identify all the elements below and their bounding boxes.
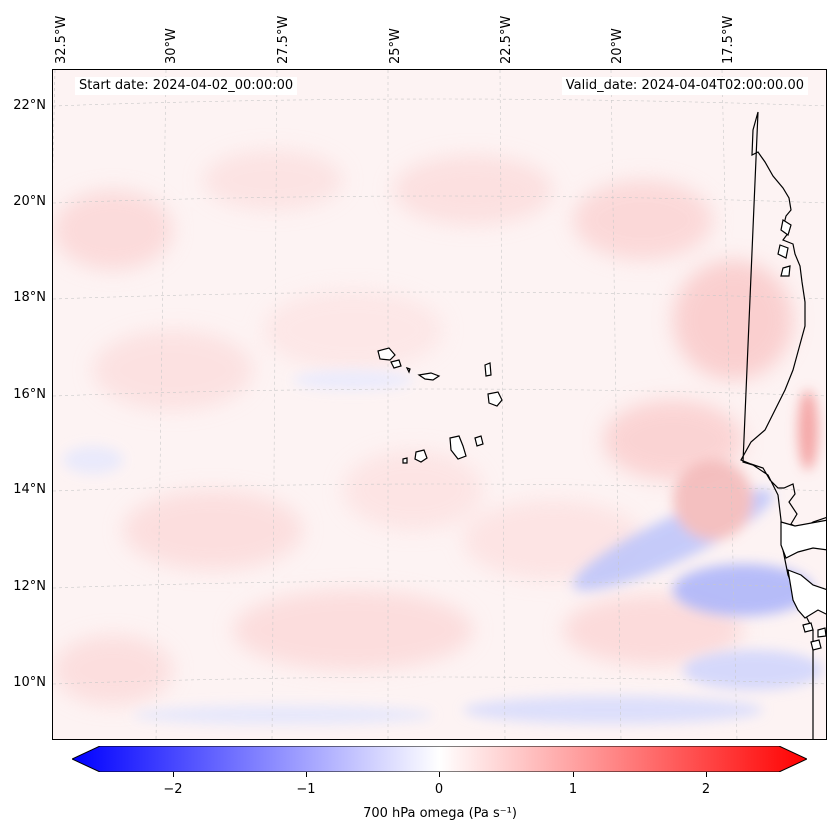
map-panel [52,69,827,740]
colorbar-label: 700 hPa omega (Pa s⁻¹) [363,806,517,821]
lat-label-10n: 10°N [13,675,46,690]
lon-label-30w: 30°W [164,28,179,64]
lon-label-25w: 25°W [388,28,403,64]
coast-island-1 [780,219,792,236]
meridian-line [271,70,278,739]
colorbar-bar [72,746,807,772]
lat-label-12n: 12°N [13,579,46,594]
island-sal [484,362,492,377]
cape-verde-islands [377,347,503,464]
lon-label-32-5w: 32.5°W [54,15,69,64]
meridian-line [721,70,738,739]
coastline [740,111,826,739]
coast-island-3 [780,265,791,277]
lat-label-18n: 18°N [13,290,46,305]
island-sao-nicolau [417,372,441,381]
lon-label-17-5w: 17.5°W [721,15,736,64]
parallel-line [53,291,826,300]
coast-island-2 [777,244,789,259]
colorbar-tick-label: 2 [701,782,711,797]
island-maio [474,435,484,447]
lon-label-22-5w: 22.5°W [499,15,514,64]
colorbar-tick-label: −1 [296,782,316,797]
start-date-label: Start date: 2024-04-02_00:00:00 [75,77,298,95]
map-canvas [53,70,826,739]
parallel-line [53,195,826,204]
colorbar-tick [173,772,174,777]
colorbar-tick [706,772,707,777]
colorbar [72,746,807,772]
valid-date-label: Valid_date: 2024-04-04T02:00:00.00 [561,77,808,95]
lat-label-14n: 14°N [13,482,46,497]
island-santa-luzia [405,366,411,374]
lat-label-16n: 16°N [13,387,46,402]
parallel-line [53,676,826,685]
gambia-senegal-coast [780,519,826,559]
omega-field [53,70,826,739]
parallel-line [53,388,826,397]
lat-label-20n: 20°N [13,194,46,209]
meridian-line [499,70,506,739]
colorbar-tick [573,772,574,777]
bijagos-islands [802,622,826,651]
colorbar-tick-label: −2 [163,782,183,797]
parallel-line [53,98,826,107]
meridian-line [155,70,167,739]
lat-label-22n: 22°N [13,98,46,113]
island-brava [402,457,408,464]
colorbar-tick-label: 1 [568,782,578,797]
guinea-bissau-coast [787,569,826,619]
island-boa-vista [487,391,503,407]
colorbar-tick-label: 0 [434,782,444,797]
colorbar-tick [439,772,440,777]
island-santiago [449,435,467,460]
island-santo-antao [377,347,396,361]
island-fogo [414,449,428,463]
lon-label-20w: 20°W [610,28,625,64]
parallel-line [53,483,826,492]
meridian-line [610,70,622,739]
colorbar-tick [306,772,307,777]
graticule [53,70,826,739]
parallel-line [53,580,826,589]
lon-label-27-5w: 27.5°W [276,15,291,64]
island-sao-vicente [390,359,402,369]
